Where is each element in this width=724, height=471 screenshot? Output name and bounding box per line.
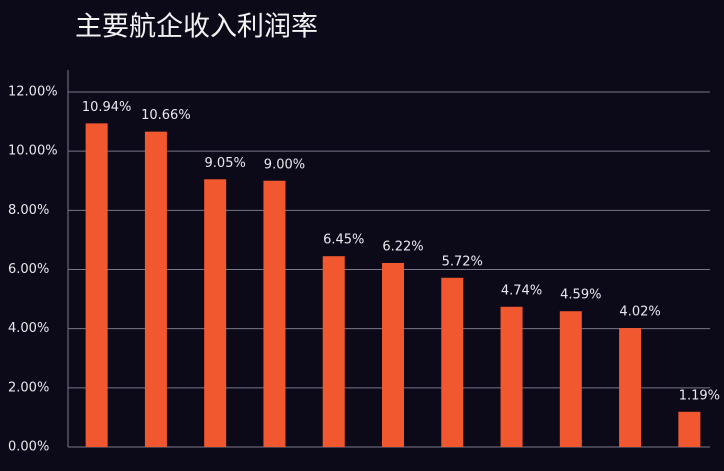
bar <box>559 311 582 447</box>
bar <box>263 180 286 447</box>
bar <box>678 411 701 447</box>
value-label: 9.00% <box>264 157 305 172</box>
y-tick-label: 8.00% <box>8 203 49 218</box>
bar <box>144 131 167 447</box>
bar <box>619 328 642 447</box>
chart-title: 主要航企收入利润率 <box>75 12 318 43</box>
bar <box>204 179 227 448</box>
y-tick-label: 4.00% <box>8 321 49 336</box>
bar <box>322 256 345 447</box>
y-tick-label: 2.00% <box>8 380 49 395</box>
bar <box>441 277 464 447</box>
value-label: 1.19% <box>679 388 720 403</box>
bar <box>85 123 108 447</box>
value-label: 9.05% <box>205 156 246 171</box>
y-tick-label: 12.00% <box>8 85 58 100</box>
y-tick-label: 0.00% <box>8 440 49 455</box>
value-label: 4.59% <box>560 288 601 303</box>
y-tick-label: 6.00% <box>8 262 49 277</box>
value-label: 10.66% <box>141 108 191 123</box>
bar <box>382 262 404 447</box>
value-label: 10.94% <box>82 100 132 115</box>
value-label: 5.72% <box>442 254 483 269</box>
value-label: 4.02% <box>619 305 660 320</box>
y-tick-label: 10.00% <box>8 144 58 159</box>
value-label: 6.22% <box>382 239 423 254</box>
value-label: 4.74% <box>501 283 542 298</box>
value-label: 6.45% <box>323 233 364 248</box>
bar <box>500 306 523 447</box>
